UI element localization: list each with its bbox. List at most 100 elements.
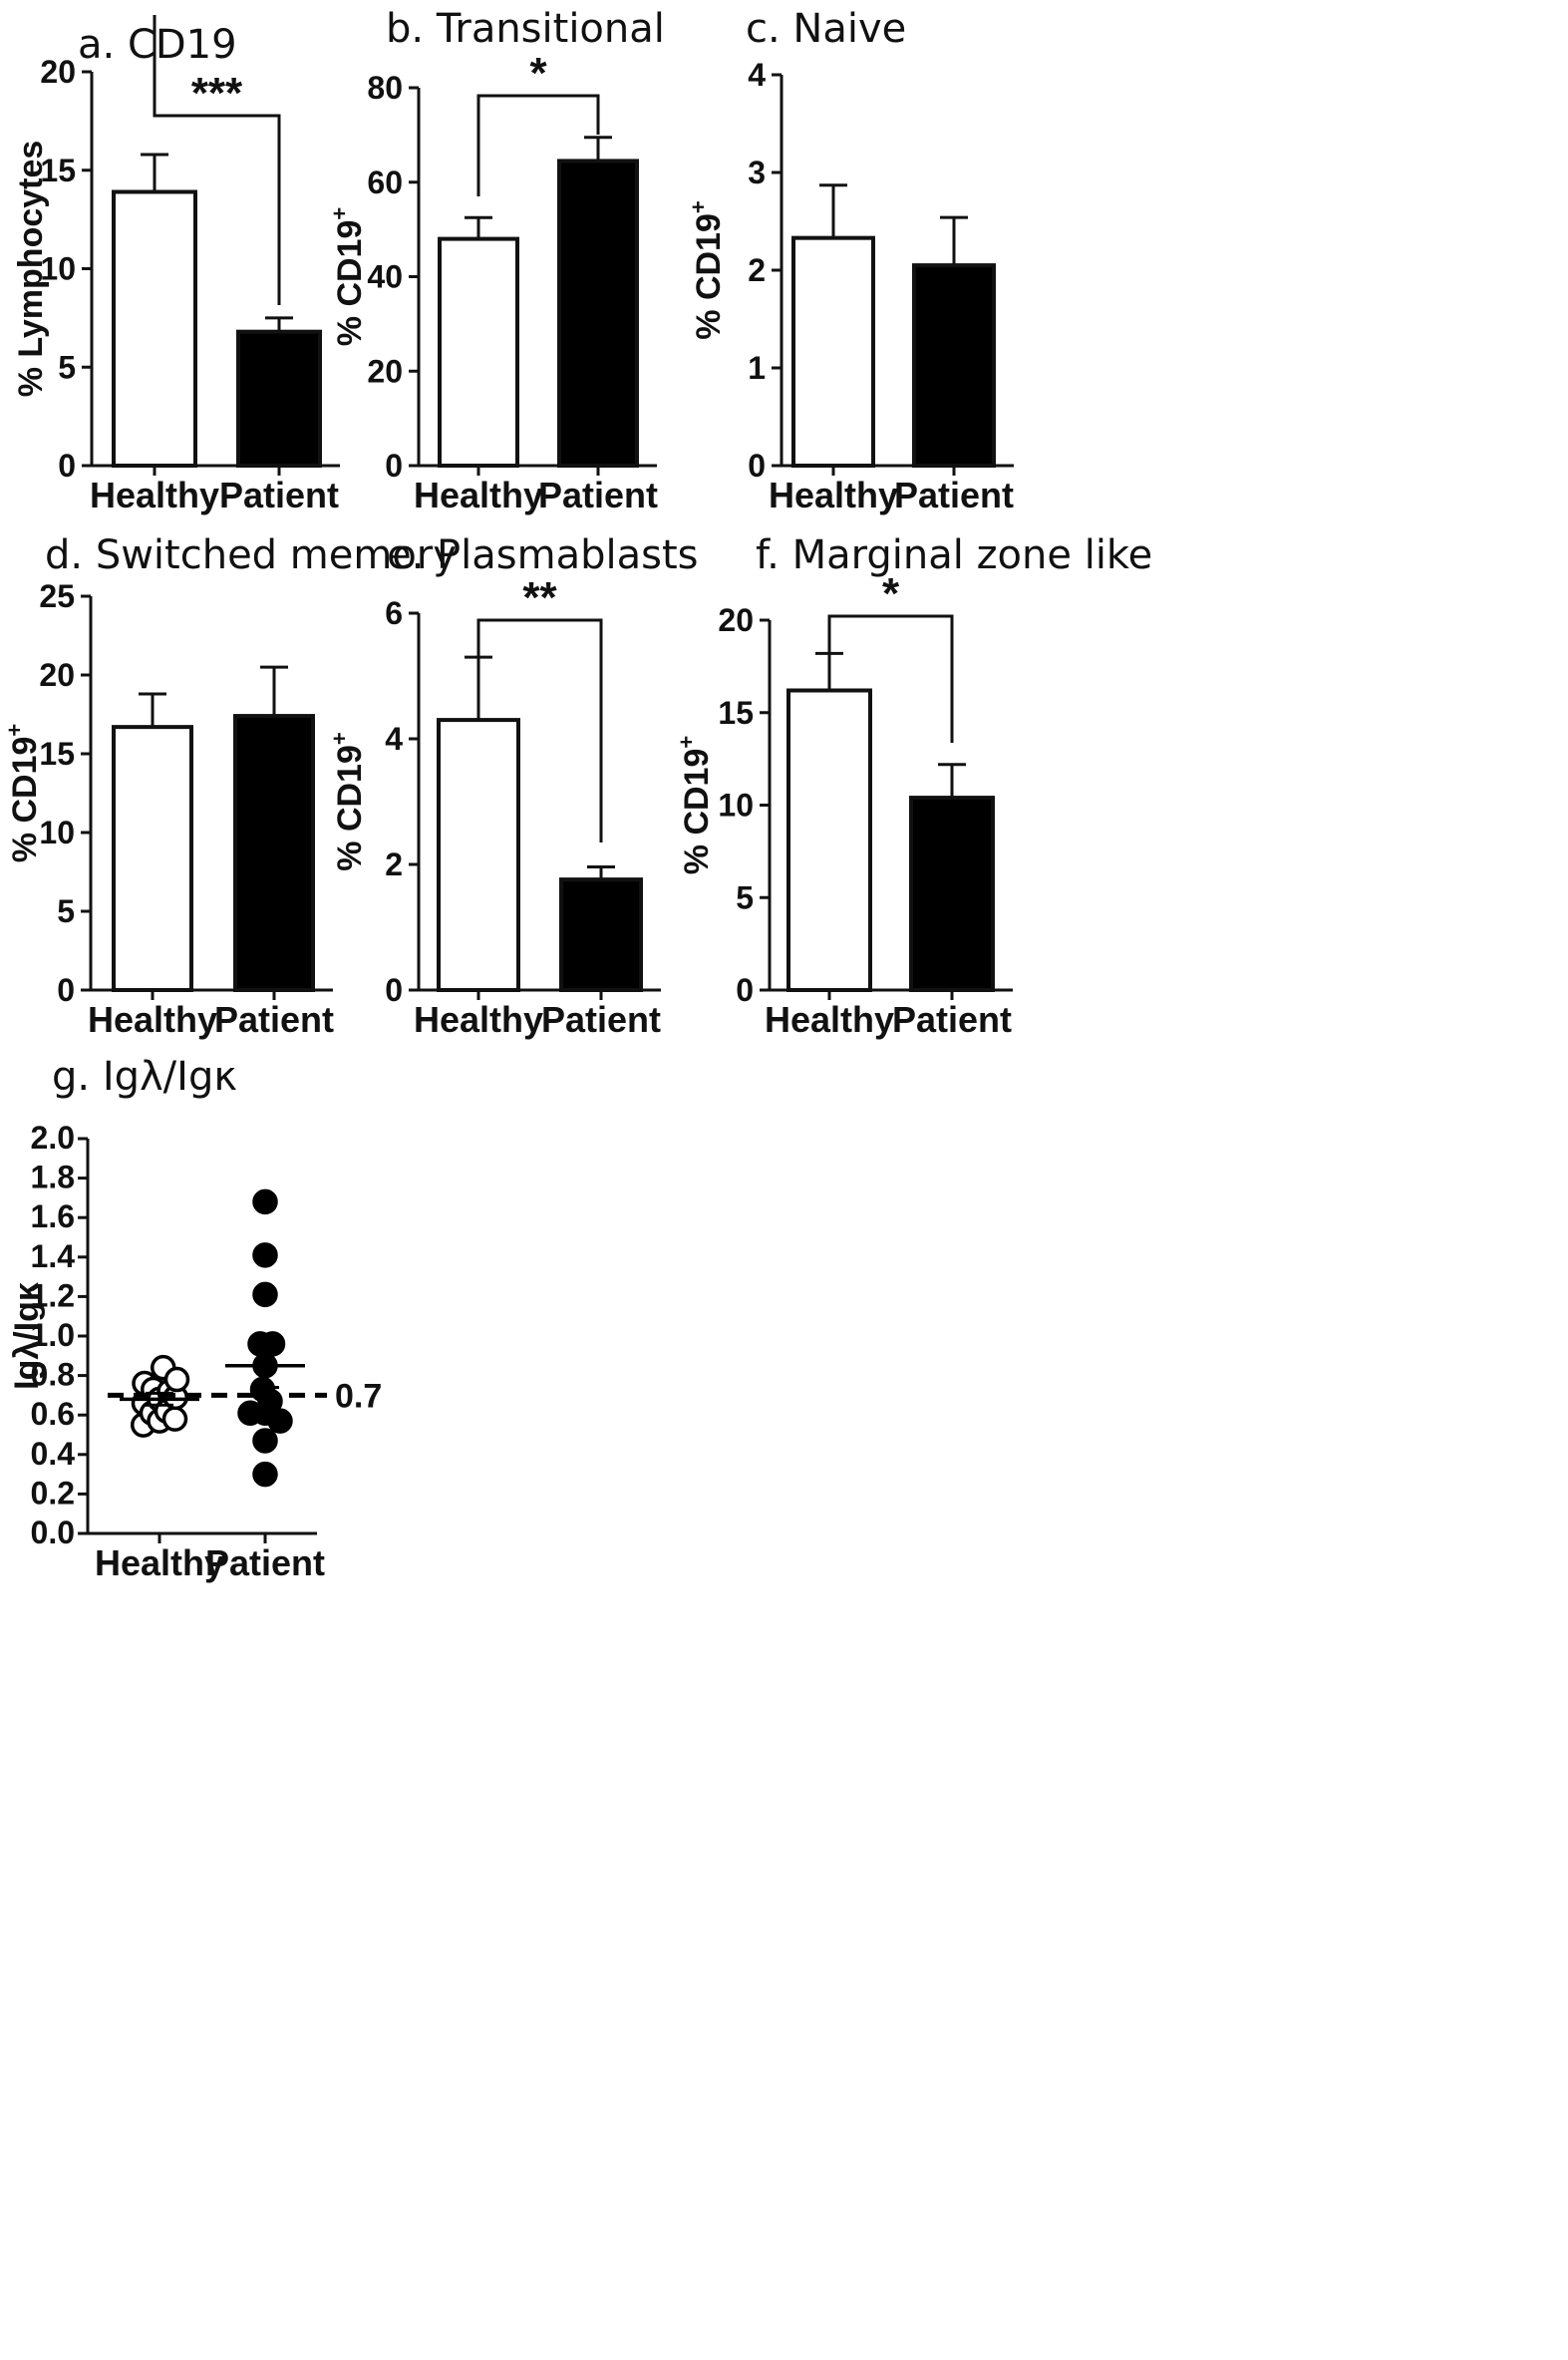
point-patient	[252, 1428, 278, 1454]
y-axis-label-main: % CD19	[690, 213, 728, 340]
y-tick-label: 0	[58, 448, 76, 484]
bar-healthy	[112, 725, 193, 992]
y-tick-label: 0.6	[31, 1396, 75, 1432]
panel-title: e. Plasmablasts	[387, 532, 698, 578]
x-tick-label: Healthy	[769, 475, 898, 515]
x-tick-label: Healthy	[88, 999, 217, 1040]
y-tick-label: 15	[40, 153, 76, 188]
y-axis-label-sup: +	[327, 207, 352, 220]
y-axis-label: % CD19+	[327, 732, 369, 870]
x-tick-label: Healthy	[95, 1542, 224, 1583]
x-tick-label: Healthy	[414, 475, 543, 515]
y-axis-label-sup: +	[686, 200, 711, 213]
y-tick-label: 0	[748, 448, 766, 484]
y-tick-label: 40	[367, 259, 403, 295]
y-tick-label: 0.4	[31, 1436, 76, 1472]
x-tick-label: Patient	[219, 475, 339, 515]
x-tick-label: Patient	[892, 999, 1012, 1040]
y-axis-label-main: % Lymphocytes	[12, 141, 50, 398]
bar-patient	[557, 159, 639, 468]
y-tick-label: 2	[748, 252, 766, 288]
bar-patient	[912, 263, 996, 468]
y-tick-label: 0	[736, 972, 754, 1008]
y-axis-label-main: % CD19	[331, 745, 369, 871]
y-tick-label: 4	[385, 721, 403, 757]
y-tick-label: 10	[39, 815, 75, 850]
point-patient	[252, 1281, 278, 1308]
panel-a: a. CD19 0 5 10 15 20 % Lymphocytes Healthy Patie…	[12, 15, 340, 515]
significance-bracket	[827, 614, 954, 743]
point-patient	[252, 1242, 278, 1268]
reference-line-label: 0.7	[335, 1377, 382, 1415]
y-axis-label-sup: +	[327, 732, 352, 745]
significance-bracket	[153, 15, 281, 305]
y-tick-label: 6	[385, 595, 403, 631]
significance-bracket	[476, 94, 600, 196]
point-healthy	[161, 1406, 188, 1432]
y-tick-label: 1.2	[31, 1277, 75, 1313]
y-tick-label: 80	[367, 70, 403, 106]
y-tick-label: 5	[58, 349, 76, 385]
y-axis-label-sup: +	[674, 736, 699, 749]
y-tick-label: 2	[385, 846, 403, 882]
bar-patient	[236, 329, 322, 469]
panel-g: g. Igλ/Igκ 0.0 0.20.4 0.60.8 1.0 1.21.4 1.61.8…	[8, 1054, 382, 1583]
y-axis-label-sup: +	[2, 724, 27, 737]
bar-patient	[909, 796, 995, 993]
y-axis-label-main: % CD19	[331, 220, 369, 347]
bar-healthy	[437, 718, 520, 992]
bar-patient	[559, 877, 643, 992]
y-tick-label: 5	[57, 893, 75, 929]
significance-label: **	[522, 573, 557, 622]
x-tick-label: Patient	[538, 475, 658, 515]
x-tick-label: Patient	[894, 475, 1014, 515]
panel-f: f. Marginal zone like 0 5 10 15 20 % CD19+ Heal…	[674, 532, 1152, 1040]
panel-title: c. Naive	[746, 6, 906, 52]
y-tick-label: 25	[39, 578, 75, 614]
y-axis-label: % CD19+	[327, 207, 369, 346]
y-tick-label: 3	[748, 155, 766, 190]
y-tick-label: 0	[385, 448, 403, 484]
significance-label: *	[882, 569, 900, 618]
y-tick-label: 15	[39, 736, 75, 772]
x-tick-label: Healthy	[90, 475, 219, 515]
y-tick-label: 20	[39, 657, 75, 693]
panel-title: g. Igλ/Igκ	[52, 1054, 237, 1100]
y-tick-label: 10	[40, 251, 76, 287]
y-axis-label: Igλ/Igκ	[8, 1282, 46, 1390]
y-axis-label: % Lymphocytes	[12, 141, 50, 398]
significance-label: ***	[191, 69, 243, 118]
y-tick-label: 0.0	[31, 1515, 75, 1550]
panel-title: d. Switched memory	[45, 532, 457, 578]
y-tick-label: 60	[367, 165, 403, 200]
y-tick-label: 1.6	[31, 1198, 75, 1234]
y-axis-label: % CD19+	[686, 200, 728, 339]
y-tick-label: 10	[718, 788, 754, 824]
bar-healthy	[791, 235, 875, 468]
bar-healthy	[438, 236, 519, 468]
y-axis-label-main: % CD19	[678, 749, 716, 875]
point-patient	[252, 1188, 278, 1215]
bar-healthy	[112, 189, 197, 468]
y-tick-label: 4	[748, 57, 766, 93]
x-tick-label: Healthy	[414, 999, 543, 1040]
y-tick-label: 0	[57, 972, 75, 1008]
x-tick-label: Patient	[541, 999, 661, 1040]
bar-patient	[233, 714, 315, 993]
y-axis-label: % CD19+	[674, 736, 716, 874]
significance-label: *	[529, 49, 547, 98]
y-axis-label: % CD19+	[2, 724, 44, 862]
x-tick-label: Patient	[214, 999, 334, 1040]
x-tick-label: Patient	[205, 1542, 325, 1583]
y-tick-label: 1	[748, 350, 766, 386]
y-tick-label: 2.0	[31, 1120, 75, 1156]
y-tick-label: 20	[718, 602, 754, 638]
point-patient	[252, 1461, 278, 1488]
x-tick-label: Healthy	[765, 999, 894, 1040]
bar-healthy	[786, 688, 872, 992]
y-tick-label: 1.4	[31, 1238, 76, 1274]
y-tick-label: 5	[736, 879, 754, 915]
